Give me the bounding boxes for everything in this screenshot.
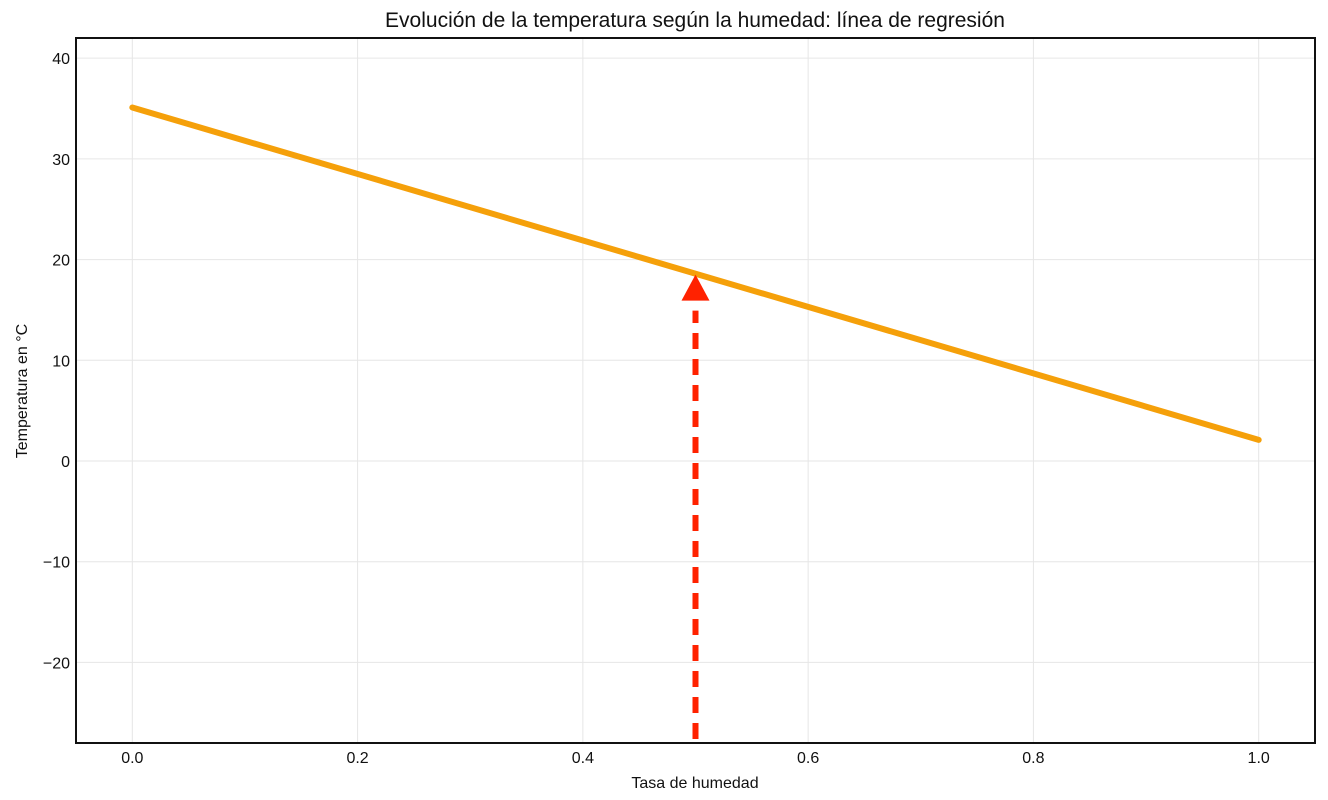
x-tick-label: 0.0: [121, 750, 143, 767]
y-tick-label: 20: [52, 253, 70, 270]
plot-frame: [75, 37, 1316, 744]
grid: [76, 38, 1315, 743]
x-tick-label: 1.0: [1248, 750, 1270, 767]
arrow-head: [681, 274, 710, 301]
series-layer: [129, 104, 1262, 443]
annotation-layer: [681, 274, 710, 739]
y-tick-label: 0: [61, 454, 70, 471]
regression-line: [129, 104, 1262, 443]
y-tick-label: 30: [52, 152, 70, 169]
x-tick-label: 0.6: [797, 750, 819, 767]
y-tick-label: 10: [52, 353, 70, 370]
y-tick-label: −20: [43, 655, 70, 672]
chart-title: Evolución de la temperatura según la hum…: [385, 9, 1005, 32]
x-axis-label: Tasa de humedad: [631, 775, 758, 792]
x-tick-label: 0.4: [572, 750, 594, 767]
x-axis-ticks: 0.0 0.2 0.4 0.6 0.8 1.0: [121, 750, 1270, 767]
y-tick-label: 40: [52, 51, 70, 68]
y-axis-label: Temperatura en °C: [14, 324, 31, 458]
y-tick-label: −10: [43, 555, 70, 572]
x-tick-label: 0.8: [1022, 750, 1044, 767]
x-tick-label: 0.2: [346, 750, 368, 767]
y-axis-ticks: −20 −10 0 10 20 30 40: [43, 51, 70, 672]
